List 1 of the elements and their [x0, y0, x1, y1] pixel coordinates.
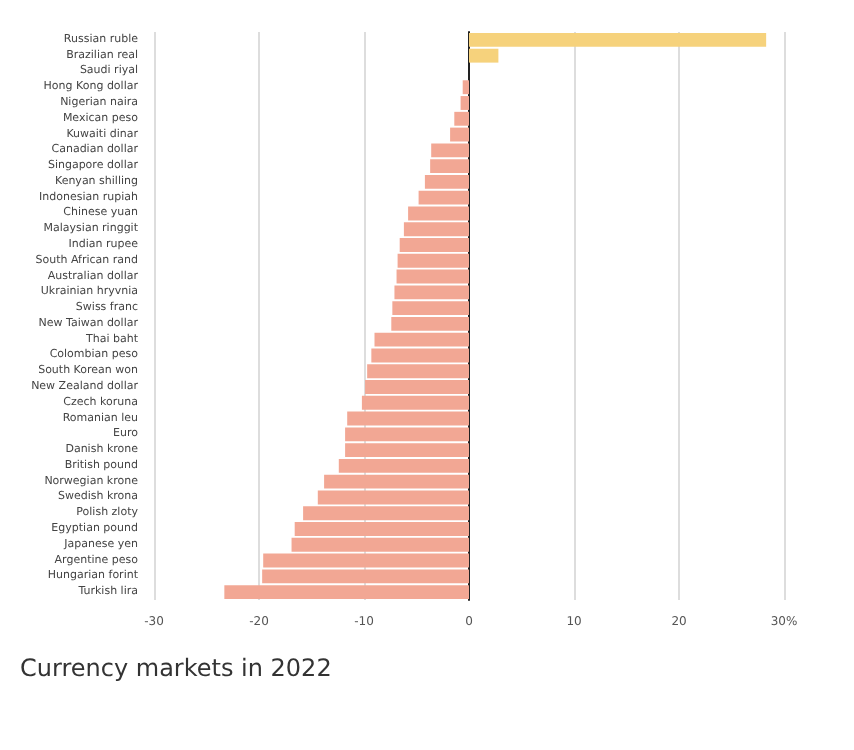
text: Currency markets in 2022	[20, 654, 332, 682]
